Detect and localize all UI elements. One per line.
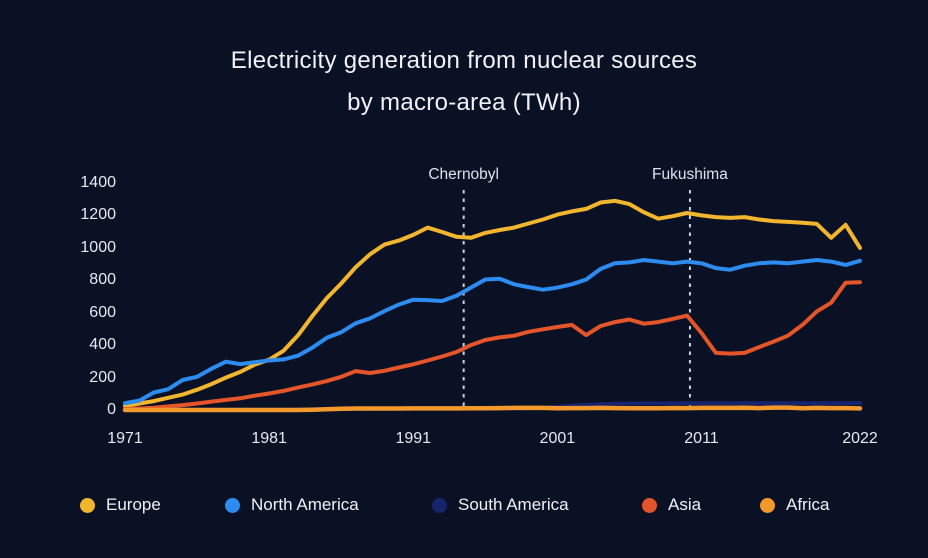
- chart-title-line2: by macro-area (TWh): [347, 89, 581, 116]
- y-tick-label: 400: [89, 336, 116, 354]
- x-tick-label: 2001: [539, 430, 576, 447]
- y-tick-label: 200: [89, 368, 116, 386]
- series-line-north-america: [123, 258, 862, 406]
- y-tick-label: 1200: [80, 206, 116, 224]
- x-tick-label: 2011: [684, 430, 719, 447]
- y-tick-label: 0: [107, 401, 116, 418]
- chart-title-line1: Electricity generation from nuclear sour…: [230, 47, 698, 74]
- y-tick-label: 600: [89, 303, 116, 321]
- chart-title: Electricity generation from nuclear sour…: [0, 40, 928, 124]
- series-line-europe: [123, 198, 862, 408]
- x-tick-label: 1981: [251, 430, 287, 447]
- y-tick-label: 1400: [80, 174, 116, 191]
- annotation-fukushima: Fukushima: [652, 166, 728, 183]
- series-line-asia: [123, 280, 862, 411]
- series-line-africa: [122, 405, 863, 413]
- x-tick-label: 1991: [395, 430, 432, 447]
- y-tick-label: 800: [89, 271, 116, 289]
- annotation-chernobyl: Chernobyl: [428, 166, 499, 183]
- x-tick-label: 2022: [842, 430, 878, 447]
- x-tick-label: 1971: [107, 430, 143, 447]
- y-tick-label: 1000: [80, 238, 116, 256]
